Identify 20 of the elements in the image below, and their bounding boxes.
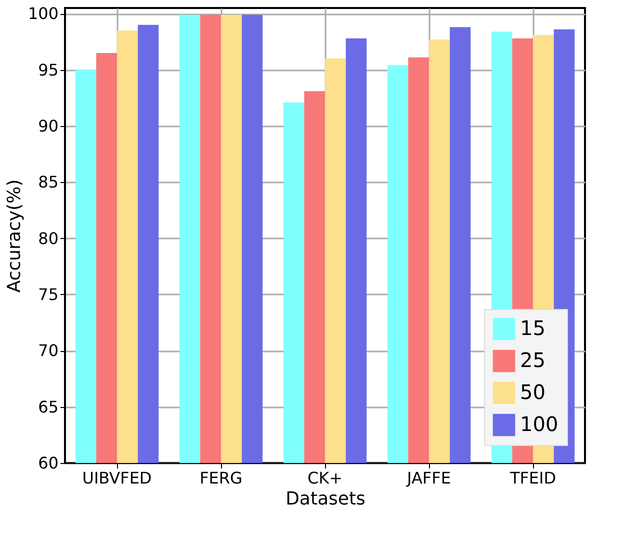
x-tick-label: UIBVFED (82, 468, 152, 488)
y-tick-label: 65 (38, 397, 58, 416)
x-tick-label: JAFFE (406, 468, 451, 488)
legend-label: 25 (520, 348, 546, 372)
x-tick-label: CK+ (307, 468, 343, 488)
y-tick-label: 90 (38, 116, 58, 136)
legend-label: 50 (520, 380, 546, 404)
y-tick-label: 70 (38, 341, 58, 360)
y-tick-label: 95 (38, 60, 58, 80)
y-tick-label: 80 (38, 228, 58, 248)
y-tick-label: 60 (38, 454, 58, 472)
y-axis-title: Accuracy(%) (4, 179, 25, 293)
y-tick-label: 85 (38, 172, 58, 192)
y-tick-label: 75 (38, 284, 58, 304)
legend-label: 15 (520, 316, 546, 340)
x-tick-label: TFEID (508, 468, 556, 488)
legend-label: 100 (520, 412, 558, 436)
x-axis-title: Datasets (286, 488, 366, 510)
y-tick-label: 100 (28, 4, 58, 24)
x-tick-label: FERG (200, 468, 242, 488)
